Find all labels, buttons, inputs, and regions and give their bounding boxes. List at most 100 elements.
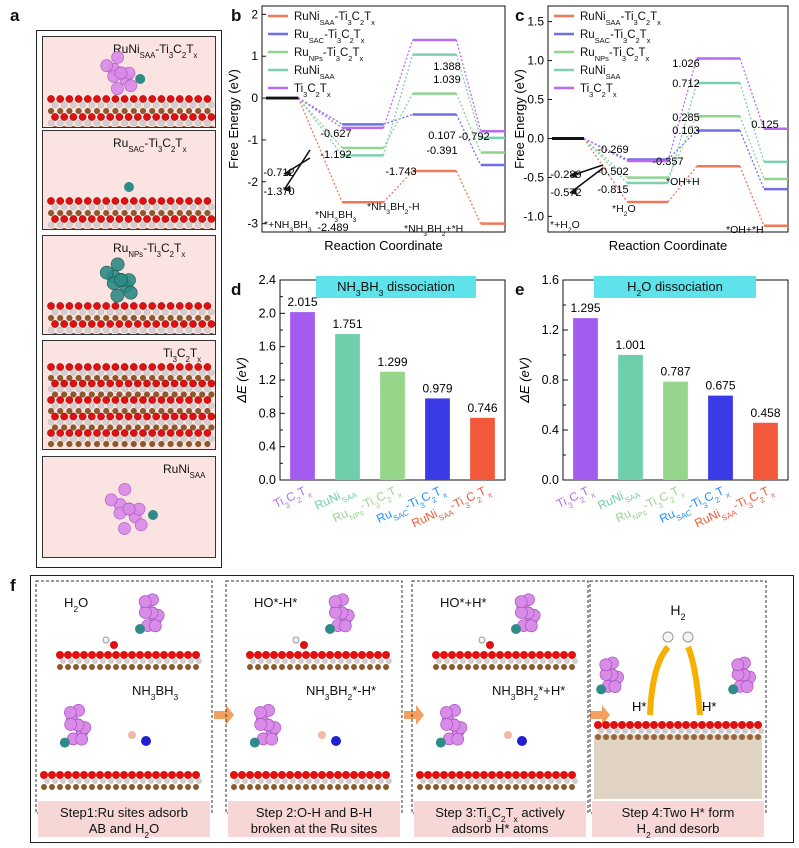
slab-atom — [512, 651, 520, 659]
slab-atom — [199, 332, 206, 340]
step-caption-box — [592, 801, 764, 837]
slab-atom — [56, 95, 65, 103]
slab-atom — [726, 728, 732, 734]
slab-atom — [153, 125, 160, 133]
slab-atom — [47, 418, 55, 426]
slab-atom — [60, 215, 69, 223]
slab-atom — [93, 302, 101, 310]
slab-atom — [112, 771, 120, 779]
slab-atom — [319, 784, 325, 790]
boron-atom — [504, 731, 512, 739]
slab-atom — [167, 374, 174, 382]
slab-atom — [124, 320, 133, 328]
slab-atom — [484, 778, 490, 784]
slab-atom — [132, 778, 138, 784]
slab-atom — [134, 402, 141, 409]
slab-atom — [610, 721, 618, 729]
slab-atom — [112, 407, 119, 415]
slab-atom — [104, 771, 112, 779]
slab-atom — [134, 369, 141, 376]
slab-atom — [185, 221, 193, 229]
bar — [708, 395, 733, 480]
slab-atom — [84, 407, 91, 415]
cluster-atom — [525, 619, 538, 633]
slab-atom — [207, 113, 216, 121]
slab-atom — [505, 784, 511, 790]
slab-atom — [343, 664, 349, 670]
desorb-arrow — [647, 645, 671, 716]
arrow-head — [284, 169, 291, 176]
slab-atom — [84, 314, 91, 322]
slab-atom — [203, 429, 212, 437]
slab-atom — [130, 95, 138, 103]
slab-atom — [56, 651, 64, 659]
slab-atom — [130, 197, 138, 205]
energy-connector — [739, 82, 765, 163]
slab-atom — [456, 651, 464, 659]
slab-atom — [196, 778, 202, 784]
slab-atom — [755, 734, 761, 740]
cluster-atom — [64, 718, 78, 731]
slab-atom — [157, 396, 166, 404]
slab-atom — [481, 664, 487, 670]
slab-atom — [92, 778, 98, 784]
y-tick-label: 0.4 — [542, 423, 559, 437]
slab-atom — [148, 396, 156, 404]
slab-atom — [358, 771, 366, 779]
slab-atom — [161, 664, 167, 670]
slab-atom — [416, 771, 424, 779]
slab-atom — [327, 784, 333, 790]
slab-atom — [106, 412, 114, 421]
slab-atom — [746, 721, 754, 729]
legend-label: RuSAC-Ti3C2Tx — [580, 29, 651, 45]
slab-atom — [139, 302, 147, 310]
slab-atom — [102, 95, 111, 103]
slab-atom — [134, 379, 142, 388]
slab-atom — [642, 721, 650, 729]
slab-atom — [88, 651, 96, 659]
slab-atom — [60, 778, 66, 784]
ru-single-atom — [325, 624, 335, 634]
slab-atom — [153, 424, 160, 431]
structure-box: RuNiSAA-Ti3C2Tx — [42, 36, 216, 133]
slab-atom — [153, 784, 159, 790]
slab-atom — [73, 664, 79, 670]
slab-atom — [266, 778, 272, 784]
slab-atom — [750, 728, 756, 734]
slab-atom — [41, 784, 47, 790]
bar-value-label: 1.001 — [615, 338, 645, 352]
slab-atom — [561, 784, 567, 790]
panel-letter-c: c — [515, 6, 525, 25]
step-caption-line2: adsorb H* atoms — [452, 821, 549, 836]
slab-atom — [231, 784, 237, 790]
slab-atom — [468, 778, 474, 784]
slab-atom — [88, 308, 95, 316]
slab-atom — [134, 203, 141, 211]
slab-atom — [619, 734, 625, 740]
slab-atom — [111, 363, 120, 371]
slab-atom — [116, 658, 122, 664]
cluster-atom — [139, 606, 152, 619]
slab-atom — [74, 197, 83, 205]
slab-atom — [234, 778, 240, 784]
slab-atom — [193, 784, 199, 790]
slab-atom — [112, 440, 119, 448]
slab-atom — [49, 784, 55, 790]
structure-label: RuSAC-Ti3C2Tx — [113, 136, 187, 154]
slab-atom — [175, 396, 184, 404]
y-tick-label: 0.8 — [542, 373, 559, 387]
slab-atom — [61, 435, 68, 442]
slab-atom — [338, 658, 344, 664]
slab-atom — [69, 320, 78, 328]
slab-atom — [106, 320, 114, 328]
slab-atom — [489, 784, 495, 790]
slab-atom — [350, 771, 358, 779]
slab-atom — [139, 396, 147, 404]
slab-atom — [74, 396, 83, 404]
slab-atom — [84, 209, 91, 217]
slab-atom — [57, 107, 64, 115]
energy-connector — [297, 97, 343, 149]
slab-atom — [691, 734, 697, 740]
energy-connector — [583, 137, 628, 161]
slab-atom — [180, 435, 187, 442]
